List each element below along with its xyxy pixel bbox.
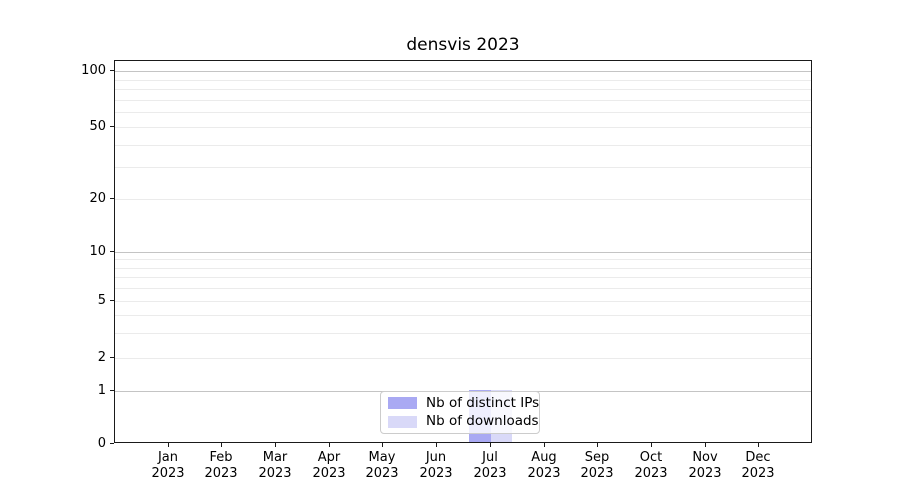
x-axis-tick-mark	[490, 443, 491, 447]
gridline	[115, 89, 811, 90]
y-axis-tick-label: 0	[97, 436, 106, 451]
x-axis-month: Mar	[262, 450, 288, 465]
y-axis-tick-mark	[110, 126, 114, 127]
x-axis-tick-mark	[597, 443, 598, 447]
legend-item: Nb of downloads	[388, 414, 539, 431]
x-axis-year: 2023	[741, 466, 775, 481]
chart-title: densvis 2023	[406, 35, 520, 55]
legend: Nb of distinct IPs Nb of downloads	[380, 391, 540, 434]
x-axis-month: Jan	[157, 450, 179, 465]
x-axis-month: Dec	[745, 450, 771, 465]
x-axis-tick-label: Oct 2023	[621, 450, 681, 482]
x-axis-tick-label: Apr 2023	[299, 450, 359, 482]
y-axis-tick-mark	[110, 443, 114, 444]
x-axis-month: Jun	[425, 450, 447, 465]
y-axis-tick-mark	[110, 198, 114, 199]
legend-item: Nb of distinct IPs	[388, 395, 539, 412]
plot-area: Nb of distinct IPs Nb of downloads	[114, 60, 812, 443]
gridline	[115, 268, 811, 269]
gridline	[115, 199, 811, 200]
x-axis-tick-label: Sep 2023	[567, 450, 627, 482]
gridline	[115, 252, 811, 253]
y-axis-tick-label: 2	[97, 350, 106, 365]
x-axis-tick-label: Jan 2023	[138, 450, 198, 482]
legend-swatch-icon	[388, 397, 417, 410]
x-axis-tick-label: May 2023	[352, 450, 412, 482]
y-axis-tick-mark	[110, 357, 114, 358]
x-axis-year: 2023	[634, 466, 668, 481]
gridline	[115, 127, 811, 128]
y-axis-tick-label: 20	[89, 191, 106, 206]
x-axis-month: May	[368, 450, 396, 465]
x-axis-tick-mark	[705, 443, 706, 447]
gridline	[115, 145, 811, 146]
gridline	[115, 259, 811, 260]
gridline	[115, 301, 811, 302]
x-axis-year: 2023	[365, 466, 399, 481]
gridline	[115, 315, 811, 316]
x-axis-tick-label: Mar 2023	[245, 450, 305, 482]
x-axis-tick-label: Dec 2023	[728, 450, 788, 482]
y-axis-tick-mark	[110, 70, 114, 71]
y-axis-tick-label: 5	[97, 293, 106, 308]
x-axis-tick-mark	[221, 443, 222, 447]
x-axis-tick-mark	[168, 443, 169, 447]
x-axis-tick-label: Nov 2023	[675, 450, 735, 482]
x-axis-tick-label: Jun 2023	[406, 450, 466, 482]
x-axis-tick-label: Jul 2023	[460, 450, 520, 482]
legend-label: Nb of distinct IPs	[426, 394, 540, 411]
y-axis-tick-label: 100	[81, 63, 106, 78]
x-axis-tick-mark	[651, 443, 652, 447]
gridline	[115, 100, 811, 101]
y-axis-tick-label: 1	[97, 383, 106, 398]
x-axis-year: 2023	[258, 466, 292, 481]
x-axis-year: 2023	[688, 466, 722, 481]
x-axis-month: Nov	[692, 450, 718, 465]
gridline	[115, 112, 811, 113]
x-axis-month: Apr	[317, 450, 341, 465]
x-axis-tick-mark	[436, 443, 437, 447]
y-axis-tick-mark	[110, 300, 114, 301]
y-axis-tick-label: 10	[89, 244, 106, 259]
gridline	[115, 288, 811, 289]
y-axis-tick-mark	[110, 251, 114, 252]
gridline	[115, 167, 811, 168]
x-axis-tick-label: Aug 2023	[514, 450, 574, 482]
gridline	[115, 358, 811, 359]
legend-swatch-icon	[388, 415, 417, 428]
x-axis-year: 2023	[312, 466, 346, 481]
gridline	[115, 80, 811, 81]
x-axis-month: Feb	[209, 450, 233, 465]
x-axis-year: 2023	[580, 466, 614, 481]
legend-label: Nb of downloads	[426, 413, 539, 430]
x-axis-tick-mark	[275, 443, 276, 447]
x-axis-year: 2023	[527, 466, 561, 481]
x-axis-year: 2023	[473, 466, 507, 481]
x-axis-month: Sep	[584, 450, 610, 465]
x-axis-tick-mark	[382, 443, 383, 447]
x-axis-tick-mark	[329, 443, 330, 447]
x-axis-year: 2023	[204, 466, 238, 481]
x-axis-tick-label: Feb 2023	[191, 450, 251, 482]
gridline	[115, 333, 811, 334]
x-axis-month: Oct	[639, 450, 663, 465]
gridline	[115, 277, 811, 278]
x-axis-year: 2023	[419, 466, 453, 481]
y-axis-tick-mark	[110, 390, 114, 391]
x-axis-month: Jul	[482, 450, 498, 465]
x-axis-month: Aug	[531, 450, 557, 465]
x-axis-year: 2023	[151, 466, 185, 481]
gridline	[115, 71, 811, 72]
y-axis-tick-label: 50	[89, 119, 106, 134]
x-axis-tick-mark	[544, 443, 545, 447]
x-axis-tick-mark	[758, 443, 759, 447]
